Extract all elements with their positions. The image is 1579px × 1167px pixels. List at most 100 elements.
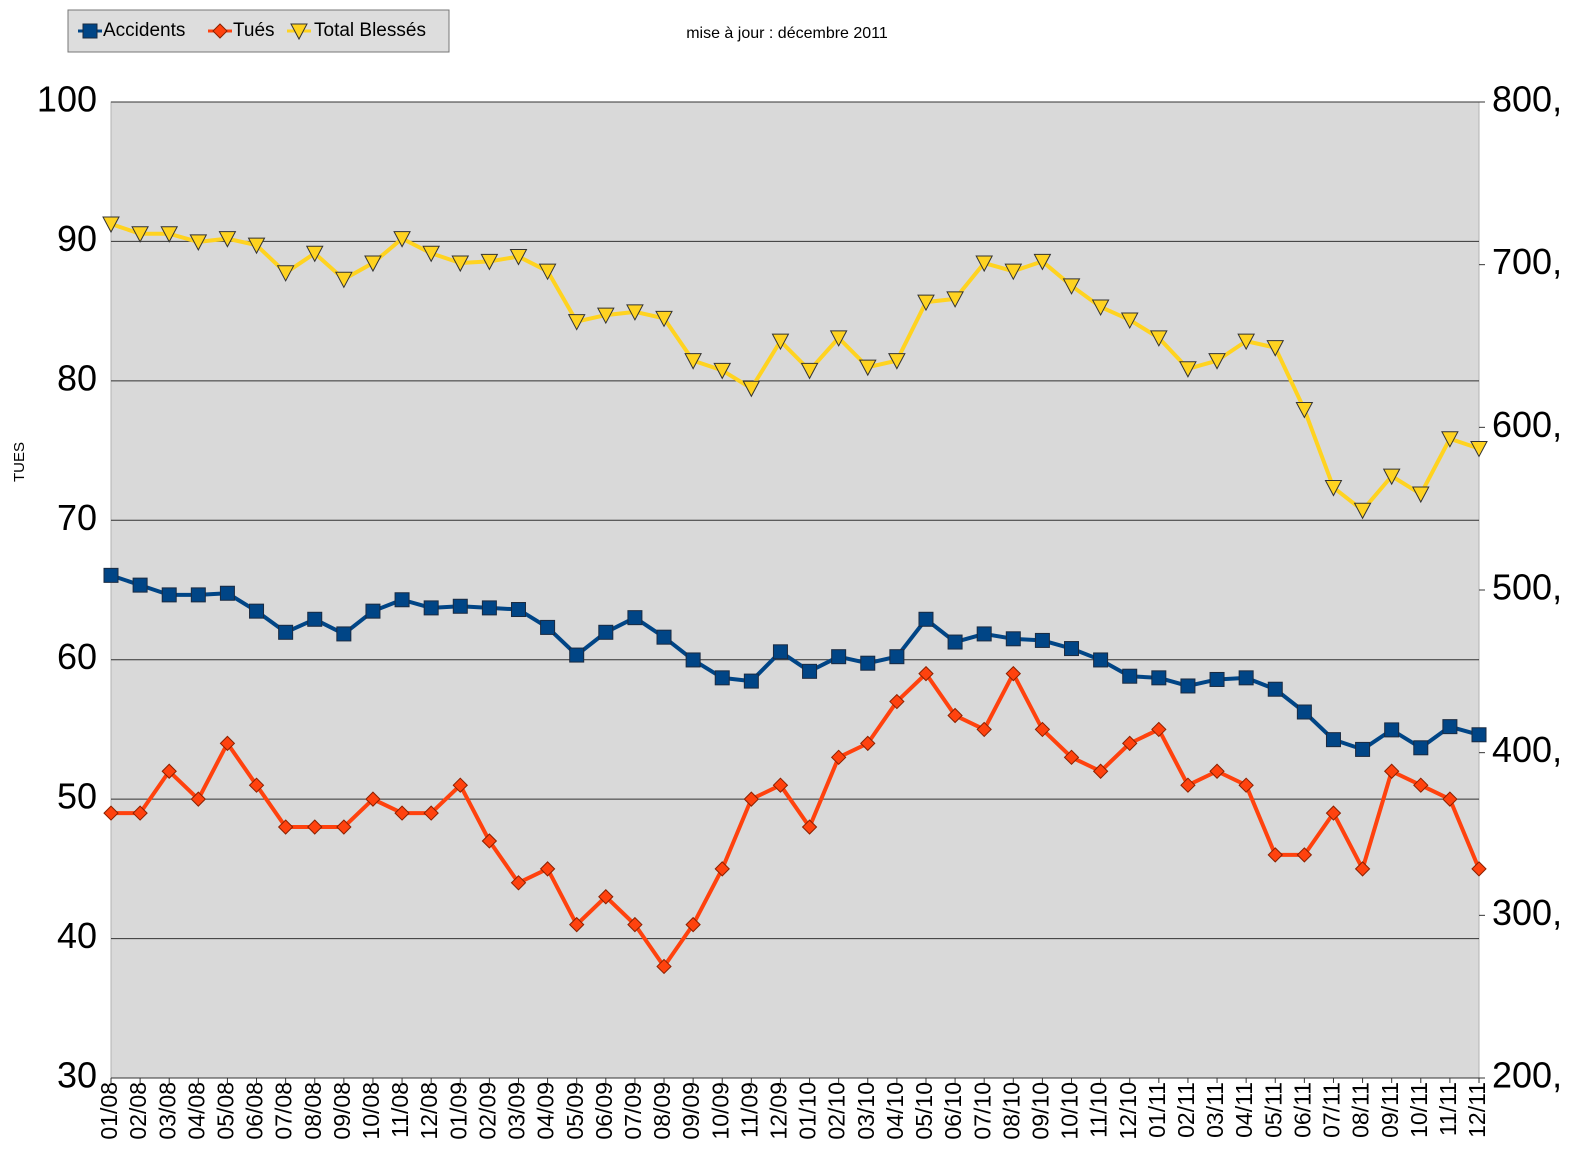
x-tick-label: 11/09: [736, 1082, 762, 1138]
marker: [1122, 735, 1138, 752]
x-tick-label: 12/10: [1115, 1082, 1141, 1140]
x-tick-label: 03/09: [504, 1082, 530, 1140]
x-tick-label: 01/11: [1144, 1082, 1170, 1138]
marker: [656, 629, 672, 645]
marker: [103, 567, 119, 583]
marker: [1209, 763, 1225, 779]
marker: [218, 231, 237, 248]
x-tick-label: 10/11: [1406, 1082, 1432, 1138]
marker: [509, 249, 528, 266]
marker: [1034, 632, 1050, 648]
x-tick-label: 05/10: [911, 1082, 937, 1140]
marker: [1411, 486, 1430, 504]
x-tick-label: 04/09: [533, 1082, 559, 1140]
marker: [336, 626, 352, 642]
marker: [713, 362, 732, 380]
marker: [249, 603, 265, 619]
marker: [307, 611, 323, 627]
x-tick-label: 10/08: [358, 1082, 384, 1140]
y-tick-label: 70: [57, 497, 97, 538]
x-tick-label: 10/09: [707, 1082, 733, 1140]
marker: [247, 237, 266, 255]
x-tick-label: 09/09: [678, 1082, 704, 1140]
marker: [103, 805, 119, 821]
marker: [452, 777, 468, 793]
x-tick-label: 07/09: [620, 1082, 646, 1140]
legend-marker: [82, 23, 98, 39]
marker: [1442, 791, 1458, 807]
y2-tick-label: 400,: [1492, 729, 1562, 770]
marker: [598, 889, 614, 905]
x-tick-label: 07/10: [969, 1082, 995, 1140]
x-tick-label: 09/10: [1027, 1082, 1053, 1140]
marker: [1149, 330, 1168, 347]
marker: [1296, 704, 1312, 720]
marker: [422, 245, 441, 263]
marker: [1471, 727, 1487, 743]
y2-tick-label: 600,: [1492, 404, 1562, 445]
marker: [190, 791, 207, 807]
marker: [568, 916, 585, 933]
x-tick-label: 08/11: [1348, 1082, 1374, 1138]
marker: [569, 647, 585, 663]
plot-area: [110, 101, 1480, 1079]
marker: [1033, 253, 1052, 271]
marker: [1092, 763, 1109, 779]
marker: [510, 602, 526, 618]
x-tick-label: 03/08: [154, 1082, 180, 1140]
marker: [1062, 278, 1081, 295]
marker: [1209, 671, 1225, 687]
marker: [132, 805, 148, 821]
marker: [1237, 333, 1255, 351]
marker: [1354, 861, 1371, 877]
marker: [1442, 719, 1458, 735]
marker: [1004, 263, 1023, 281]
marker: [685, 916, 701, 933]
marker: [1413, 740, 1429, 756]
marker: [394, 592, 410, 608]
marker: [829, 330, 848, 347]
marker: [276, 265, 295, 282]
marker: [685, 652, 701, 668]
marker: [743, 791, 760, 807]
marker: [627, 610, 643, 626]
marker: [1151, 670, 1167, 686]
marker: [394, 805, 410, 821]
x-tick-label: 01/08: [96, 1082, 122, 1140]
x-tick-label: 04/08: [183, 1082, 209, 1140]
marker: [132, 577, 148, 593]
marker: [1325, 805, 1342, 821]
y2-tick-label: 500,: [1492, 567, 1562, 608]
marker: [278, 624, 294, 640]
marker: [481, 600, 497, 616]
marker: [480, 253, 499, 271]
x-tick-label: 05/09: [562, 1082, 588, 1140]
marker: [918, 611, 934, 627]
y-tick-label: 50: [57, 776, 97, 817]
x-tick-label: 01/10: [795, 1082, 821, 1140]
marker: [189, 234, 208, 251]
x-tick-label: 03/10: [853, 1082, 879, 1140]
marker: [277, 819, 294, 835]
x-tick-label: 06/08: [242, 1082, 268, 1140]
marker: [393, 231, 411, 248]
x-tick-label: 02/10: [824, 1082, 850, 1140]
marker: [830, 749, 847, 766]
marker: [336, 819, 352, 835]
x-tick-label: 12/09: [766, 1082, 792, 1140]
x-tick-label: 05/08: [213, 1082, 239, 1140]
marker: [975, 255, 994, 273]
marker: [947, 707, 963, 724]
legend-marker: [290, 23, 308, 41]
y2-tick-label: 300,: [1492, 892, 1562, 933]
x-tick-label: 12/08: [416, 1082, 442, 1140]
marker: [802, 663, 818, 679]
y-tick-label: 80: [57, 357, 97, 398]
marker: [860, 735, 876, 752]
marker: [1005, 631, 1021, 647]
marker: [947, 634, 963, 650]
y2-tick-label: 800,: [1492, 79, 1562, 120]
marker: [714, 861, 730, 877]
marker: [1122, 668, 1138, 684]
x-tick-label: 07/11: [1319, 1082, 1345, 1138]
